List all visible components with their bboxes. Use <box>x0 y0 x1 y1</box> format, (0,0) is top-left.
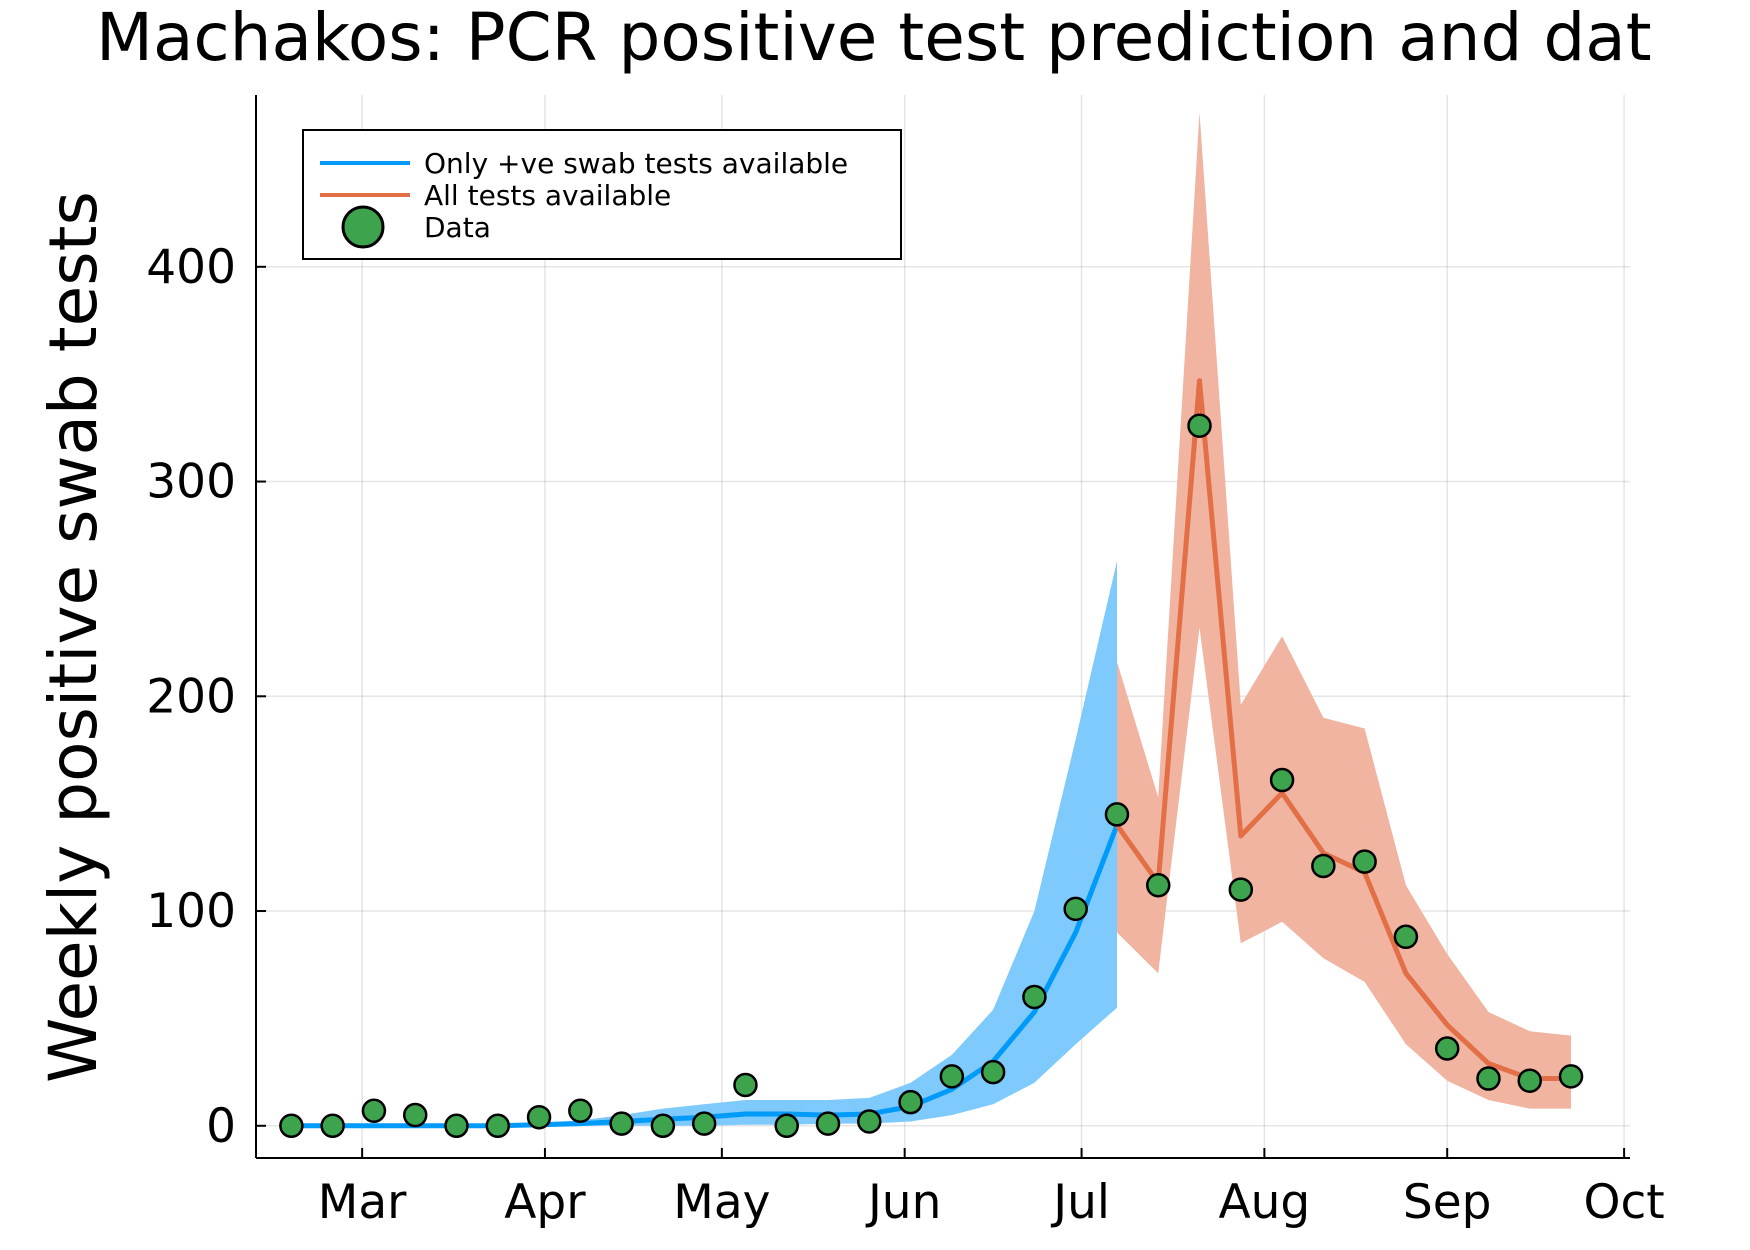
x-tick-label: Oct <box>1583 1175 1664 1230</box>
x-tick-label: Sep <box>1403 1175 1492 1230</box>
data-point <box>1558 1064 1584 1089</box>
data-point <box>609 1111 634 1136</box>
prediction-lines <box>291 378 1571 1129</box>
data-point <box>1434 1036 1460 1061</box>
x-tick-label: Jul <box>1050 1175 1110 1230</box>
data-point <box>1022 984 1047 1010</box>
legend-label-2: Data <box>424 211 491 244</box>
data-point <box>279 1113 304 1139</box>
data-point <box>691 1111 717 1136</box>
data-point <box>361 1098 387 1124</box>
y-tick-label: 400 <box>146 240 236 295</box>
grid <box>256 95 1630 1158</box>
data-point <box>815 1111 841 1136</box>
x-tick-label: Apr <box>504 1175 586 1230</box>
data-point <box>485 1113 511 1139</box>
data-point <box>857 1109 882 1134</box>
data-point <box>1393 924 1419 950</box>
data-point <box>1311 853 1336 879</box>
data-point <box>898 1089 923 1115</box>
data-point <box>526 1104 552 1130</box>
confidence-bands <box>291 112 1571 1126</box>
ticks: 0 100 200 300 400 Mar Apr May Jun Jul Aug Sep Oct <box>146 240 1664 1230</box>
data-point <box>1145 873 1171 898</box>
y-tick-label: 100 <box>146 884 236 939</box>
data-point <box>402 1102 428 1128</box>
data-point <box>444 1113 469 1139</box>
legend-label-1: All tests available <box>424 179 671 212</box>
y-axis-label: Weekly positive swab tests <box>35 191 112 1083</box>
y-tick-label: 200 <box>146 669 236 724</box>
data-point <box>774 1113 799 1139</box>
data-point <box>568 1098 593 1124</box>
chart-title: Machakos: PCR positive test prediction a… <box>96 0 1652 76</box>
data-point <box>1063 896 1088 922</box>
data-point <box>1352 849 1377 874</box>
data-point <box>1228 877 1254 902</box>
data-point <box>1104 802 1130 827</box>
x-tick-label: Mar <box>318 1175 407 1230</box>
data-point <box>650 1113 676 1139</box>
x-tick-label: Jun <box>865 1175 941 1230</box>
confidence-band-1 <box>1117 112 1571 1109</box>
data-point <box>733 1072 758 1098</box>
data-point <box>1269 767 1295 793</box>
confidence-band-0 <box>291 561 1117 1126</box>
data-point <box>939 1064 965 1089</box>
data-points <box>279 413 1584 1139</box>
legend-label-0: Only +ve swab tests available <box>424 147 848 180</box>
y-tick-label: 300 <box>146 455 236 510</box>
legend-marker-data <box>341 205 385 249</box>
data-point <box>320 1113 345 1139</box>
axes <box>255 95 1630 1159</box>
y-tick-label: 0 <box>206 1099 236 1154</box>
prediction-line-1 <box>1114 378 1571 1081</box>
x-tick-label: May <box>673 1175 770 1230</box>
data-point <box>1187 413 1212 438</box>
data-point <box>980 1059 1006 1085</box>
data-point <box>1476 1066 1501 1091</box>
data-point <box>1517 1068 1543 1093</box>
x-tick-label: Aug <box>1218 1175 1310 1230</box>
